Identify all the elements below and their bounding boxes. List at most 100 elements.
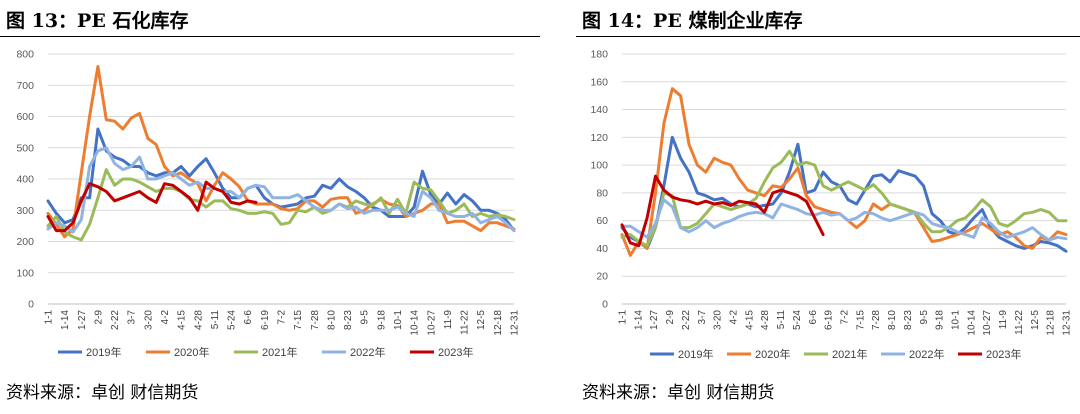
y-tick-label: 600 — [16, 111, 34, 123]
legend-entry: 2020年 — [146, 345, 209, 359]
legend-label: 2020年 — [174, 345, 209, 359]
x-tick-label: 4-2 — [729, 310, 740, 325]
x-tick-label: 7-28 — [871, 310, 882, 330]
x-tick-label: 11-9 — [998, 310, 1009, 330]
x-tick-label: 3-7 — [127, 310, 138, 325]
x-tick-label: 1-1 — [44, 310, 55, 325]
legend-label: 2023年 — [986, 347, 1021, 361]
x-tick-label: 2-22 — [681, 310, 692, 330]
x-tick-label: 11-9 — [443, 310, 454, 330]
y-tick-label: 0 — [28, 299, 34, 311]
legend-label: 2019年 — [678, 347, 713, 361]
y-tick-label: 500 — [16, 142, 34, 154]
legend-entry: 2019年 — [650, 347, 713, 361]
series-line-2022年 — [46, 146, 516, 234]
y-tick-label: 140 — [590, 104, 608, 116]
series-line-2023年 — [620, 174, 825, 248]
x-tick-label: 4-15 — [744, 310, 755, 330]
x-tick-label: 10-27 — [426, 310, 437, 336]
x-tick-label: 2-9 — [93, 310, 104, 325]
legend-entry: 2023年 — [958, 347, 1021, 361]
y-tick-label: 700 — [16, 80, 34, 92]
x-tick-label: 1-27 — [649, 310, 660, 330]
chart-title: 图 14：PE 煤制企业库存 — [582, 10, 803, 32]
legend-label: 2022年 — [350, 345, 385, 359]
x-tick-label: 7-15 — [293, 310, 304, 330]
x-tick-label: 5-24 — [792, 310, 803, 330]
y-tick-label: 0 — [602, 299, 608, 311]
pe-petrochemical-inventory-chart: 0 100 200 300 400 500 600 700 800 1-1 1-14 1-27 2-9 2… — [16, 49, 521, 360]
x-tick-label: 11-22 — [1014, 310, 1025, 335]
x-tick-label: 4-28 — [193, 310, 204, 330]
x-tick-label: 7-2 — [277, 310, 288, 325]
y-tick-label: 160 — [590, 76, 608, 88]
series-line-2023年 — [46, 180, 258, 233]
legend-entry: 2023年 — [410, 345, 473, 359]
legend-entry: 2019年 — [58, 345, 121, 359]
x-tick-label: 4-2 — [160, 310, 171, 325]
x-tick-label: 12-5 — [1030, 310, 1041, 330]
source-note: 资料来源：卓创 财信期货 — [6, 383, 199, 403]
x-tick-label: 9-5 — [919, 310, 930, 325]
legend-label: 2021年 — [262, 345, 297, 359]
title-divider — [0, 36, 540, 37]
x-tick-label: 2-9 — [665, 310, 676, 325]
x-tick-label: 7-2 — [840, 310, 851, 325]
x-tick-label: 1-14 — [633, 310, 644, 330]
x-tick-label: 1-1 — [618, 310, 629, 325]
x-tick-label: 9-18 — [376, 310, 387, 330]
x-tick-label: 2-22 — [110, 310, 121, 330]
x-tick-label: 8-10 — [887, 310, 898, 330]
y-tick-label: 80 — [596, 187, 608, 199]
legend-entry: 2022年 — [881, 347, 944, 361]
x-tick-label: 12-31 — [510, 310, 521, 336]
source-note: 资料来源：卓创 财信期货 — [582, 383, 775, 403]
x-tick-label: 6-6 — [808, 310, 819, 325]
series-line-2021年 — [620, 149, 1068, 248]
y-tick-label: 800 — [16, 49, 34, 61]
x-tick-label: 10-1 — [393, 310, 404, 330]
x-tick-label: 5-11 — [776, 310, 787, 330]
series-line-2022年 — [620, 198, 1068, 242]
x-tick-label: 12-31 — [1062, 310, 1073, 336]
y-tick-label: 120 — [590, 132, 608, 144]
x-tick-label: 6-6 — [243, 310, 254, 325]
y-tick-label: 100 — [16, 267, 34, 279]
y-tick-label: 60 — [596, 215, 608, 227]
x-tick-label: 1-27 — [77, 310, 88, 330]
x-tick-label: 10-27 — [982, 310, 993, 336]
legend-label: 2020年 — [755, 347, 790, 361]
y-tick-label: 400 — [16, 174, 34, 186]
x-tick-label: 3-7 — [697, 310, 708, 325]
x-tick-label: 12-18 — [493, 310, 504, 336]
x-tick-label: 3-20 — [713, 310, 724, 330]
x-tick-label: 8-10 — [326, 310, 337, 330]
series-line-2021年 — [46, 168, 516, 242]
x-tick-label: 8-23 — [903, 310, 914, 330]
y-tick-label: 20 — [596, 271, 608, 283]
x-tick-label: 12-18 — [1046, 310, 1057, 336]
legend-entry: 2022年 — [322, 345, 385, 359]
y-tick-label: 300 — [16, 205, 34, 217]
x-tick-label: 9-18 — [935, 310, 946, 330]
pe-coal-inventory-chart: 0 20 40 60 80 100 120 140 160 180 1-1 1-14 1-27 2-9 2-… — [590, 49, 1073, 362]
legend-entry: 2020年 — [727, 347, 790, 361]
left-chart-panel: 图 13：PE 石化库存 0 100 200 300 400 500 600 700 800 1-… — [0, 10, 540, 403]
x-tick-label: 10-1 — [951, 310, 962, 330]
x-tick-label: 4-28 — [760, 310, 771, 330]
legend-label: 2022年 — [909, 347, 944, 361]
x-tick-label: 7-28 — [310, 310, 321, 330]
x-tick-label: 4-15 — [177, 310, 188, 330]
x-tick-label: 10-14 — [410, 310, 421, 336]
y-tick-label: 200 — [16, 236, 34, 248]
legend-entry: 2021年 — [234, 345, 297, 359]
x-tick-label: 6-19 — [824, 310, 835, 330]
x-tick-label: 12-5 — [476, 310, 487, 330]
x-tick-label: 1-14 — [60, 310, 71, 330]
y-tick-label: 180 — [590, 49, 608, 61]
x-tick-label: 6-19 — [260, 310, 271, 330]
legend-entry: 2021年 — [804, 347, 867, 361]
y-tick-label: 40 — [596, 243, 608, 255]
legend-label: 2021年 — [832, 347, 867, 361]
right-chart-panel: 图 14：PE 煤制企业库存 0 20 40 60 80 100 120 140 160 180 1… — [576, 0, 1080, 414]
